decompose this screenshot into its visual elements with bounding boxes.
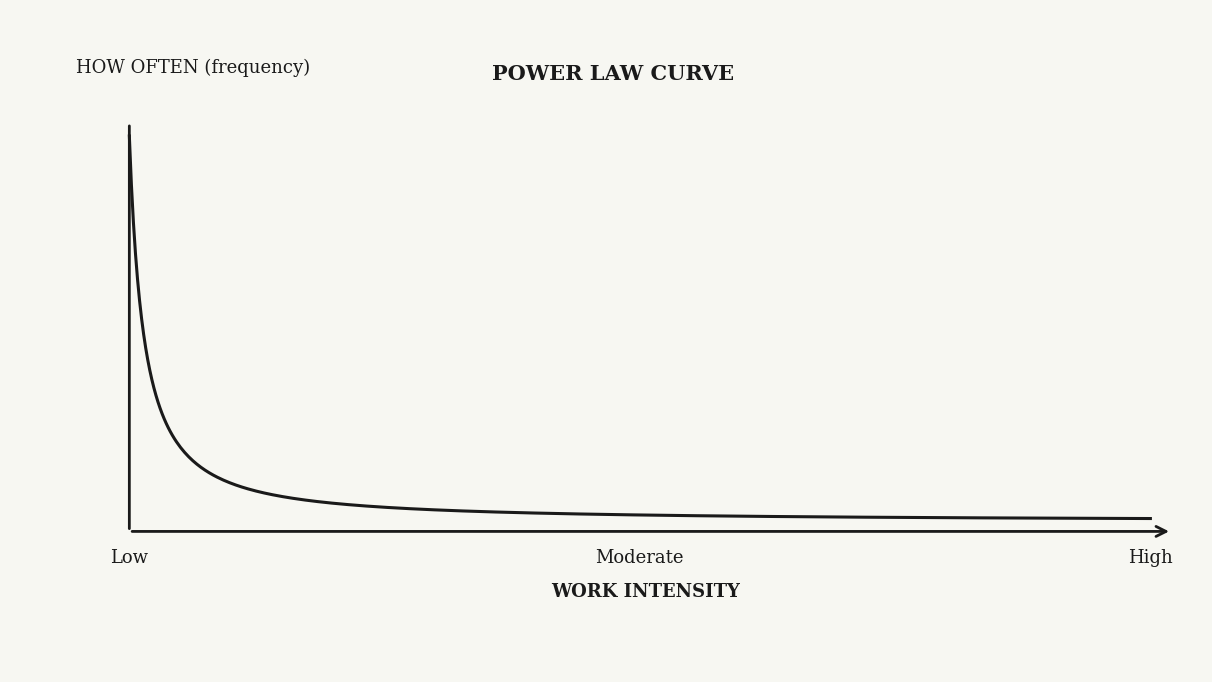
Text: HOW OFTEN (frequency): HOW OFTEN (frequency) xyxy=(75,59,310,77)
Text: WORK INTENSITY: WORK INTENSITY xyxy=(550,583,739,601)
Text: Low: Low xyxy=(110,548,148,567)
Text: Moderate: Moderate xyxy=(595,548,684,567)
Text: POWER LAW CURVE: POWER LAW CURVE xyxy=(492,64,734,85)
Text: High: High xyxy=(1128,548,1173,567)
